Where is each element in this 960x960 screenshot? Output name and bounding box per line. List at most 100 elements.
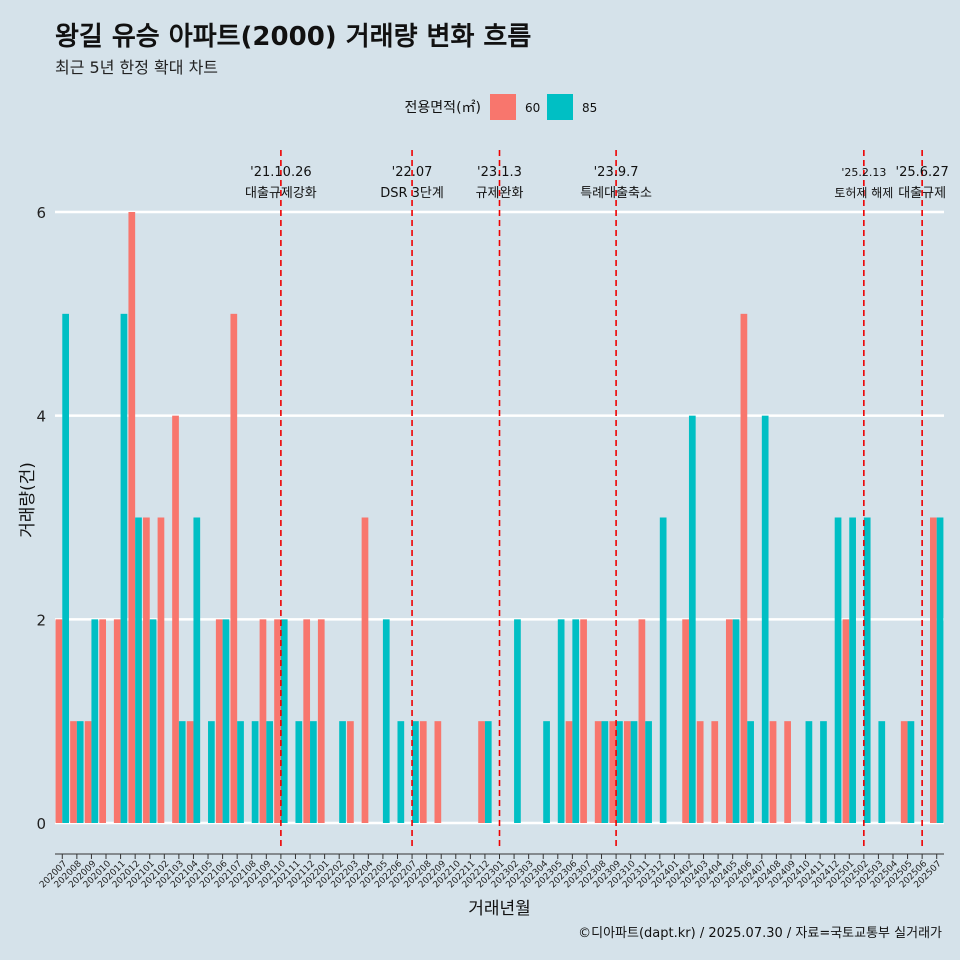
legend-label-60: 60 — [525, 101, 540, 115]
y-tick-label: 0 — [36, 815, 46, 833]
bar-60-202409 — [784, 721, 791, 823]
bar-85-202505 — [907, 721, 915, 823]
bar-85-202212 — [484, 721, 492, 823]
bar-60-202104 — [186, 721, 194, 823]
bar-60-202208 — [419, 721, 427, 823]
bar-85-202101 — [149, 619, 157, 823]
bar-60-202209 — [434, 721, 442, 823]
legend-swatch-60 — [490, 94, 516, 120]
bar-60-202201 — [317, 619, 325, 823]
bar-60-202010 — [99, 619, 107, 823]
bar-60-202107 — [230, 313, 238, 823]
bar-85-202407 — [761, 415, 769, 823]
bar-60-202212 — [478, 721, 485, 823]
bar-85-202105 — [208, 721, 215, 823]
y-tick-label: 6 — [36, 204, 46, 222]
bar-85-202011 — [120, 313, 128, 823]
bar-85-202310 — [630, 721, 638, 823]
bar-60-202306 — [565, 721, 573, 823]
bar-60-202102 — [157, 517, 165, 823]
event-date: '25.2.13 — [841, 166, 886, 179]
bar-85-202305 — [557, 619, 565, 823]
legend-title: 전용면적(㎡) — [405, 100, 481, 116]
bar-60-202403 — [696, 721, 704, 823]
bar-60-202405 — [725, 619, 733, 823]
bar-85-202007 — [62, 313, 69, 823]
bar-60-202011 — [113, 619, 121, 823]
bar-85-202008 — [76, 721, 84, 823]
chart-subtitle: 최근 5년 한정 확대 차트 — [55, 58, 219, 77]
bar-60-202007 — [55, 619, 63, 823]
bar-60-202507 — [930, 517, 937, 823]
bar-60-202112 — [303, 619, 311, 823]
bar-85-202406 — [747, 721, 754, 823]
bar-85-202411 — [820, 721, 827, 823]
bar-60-202101 — [143, 517, 150, 823]
bar-60-202203 — [347, 721, 354, 823]
bar-85-202104 — [193, 517, 201, 823]
bar-85-202402 — [688, 415, 696, 823]
bar-85-202109 — [266, 721, 274, 823]
bar-60-202308 — [594, 721, 602, 823]
bar-60-202204 — [361, 517, 369, 823]
bar-85-202405 — [732, 619, 740, 823]
bar-85-202501 — [849, 517, 856, 823]
bar-60-202311 — [638, 619, 646, 823]
bar-85-202009 — [91, 619, 99, 823]
bar-85-202106 — [222, 619, 230, 823]
chart-title: 왕길 유승 아파트(2000) 거래량 변화 흐름 — [55, 22, 532, 52]
bar-60-202307 — [580, 619, 587, 823]
event-label: 특례대출축소 — [580, 186, 652, 201]
y-tick-label: 4 — [36, 408, 46, 426]
bar-60-202103 — [172, 415, 179, 823]
event-label: 대출규제강화 — [245, 186, 317, 201]
event-date: '22.07 — [392, 165, 433, 180]
bar-85-202202 — [339, 721, 346, 823]
bar-85-202107 — [237, 721, 244, 823]
bar-85-202206 — [397, 721, 405, 823]
bar-60-202008 — [70, 721, 77, 823]
event-label: 대출규제 — [898, 186, 946, 201]
bar-85-202207 — [412, 721, 419, 823]
legend-swatch-85 — [547, 94, 573, 120]
bar-60-202109 — [259, 619, 267, 823]
bar-60-202402 — [682, 619, 689, 823]
bar-60-202309 — [609, 721, 617, 823]
event-label: 토허제 해제 — [834, 186, 893, 200]
bar-85-202110 — [280, 619, 288, 823]
bar-60-202012 — [128, 212, 136, 823]
event-date: '23.1.3 — [477, 165, 522, 180]
bar-60-202501 — [842, 619, 850, 823]
bar-85-202412 — [834, 517, 842, 823]
bar-85-202306 — [572, 619, 580, 823]
bar-85-202304 — [543, 721, 550, 823]
bar-85-202308 — [601, 721, 609, 823]
y-tick-label: 2 — [36, 611, 46, 629]
bar-60-202408 — [769, 721, 777, 823]
bar-60-202406 — [740, 313, 748, 823]
bar-60-202106 — [215, 619, 223, 823]
bar-85-202205 — [382, 619, 390, 823]
event-label: DSR 3단계 — [380, 186, 444, 201]
event-date: '21.10.26 — [250, 165, 311, 180]
source-caption: ©디아파트(dapt.kr) / 2025.07.30 / 자료=국토교통부 실… — [578, 926, 942, 941]
bar-60-202310 — [623, 721, 631, 823]
bar-85-202311 — [645, 721, 652, 823]
bar-60-202110 — [274, 619, 281, 823]
bar-60-202404 — [711, 721, 719, 823]
bar-85-202410 — [805, 721, 813, 823]
legend-label-85: 85 — [582, 101, 597, 115]
bar-85-202108 — [251, 721, 259, 823]
bar-85-202302 — [514, 619, 521, 823]
bar-85-202012 — [135, 517, 142, 823]
bar-85-202502 — [863, 517, 871, 823]
event-date: '23.9.7 — [594, 165, 639, 180]
bar-85-202503 — [878, 721, 886, 823]
bar-85-202103 — [178, 721, 186, 823]
bar-85-202112 — [310, 721, 317, 823]
bar-60-202505 — [900, 721, 908, 823]
event-date: '25.6.27 — [896, 165, 949, 180]
event-label: 규제완화 — [476, 186, 524, 201]
